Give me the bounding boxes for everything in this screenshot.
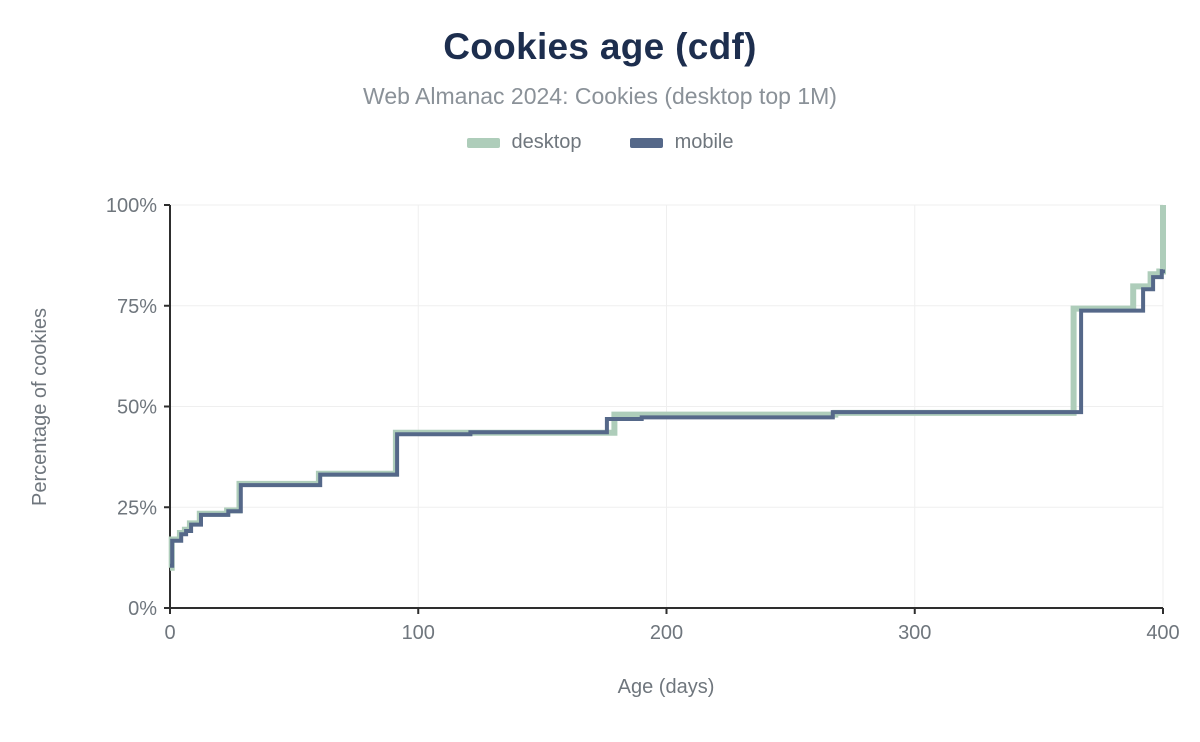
mobile-series-line	[170, 269, 1165, 568]
chart-title: Cookies age (cdf)	[443, 26, 757, 67]
y-tick-label: 0%	[128, 598, 157, 620]
x-axis-title: Age (days)	[618, 676, 715, 698]
y-tick-label: 100%	[106, 195, 157, 217]
y-tick-label: 75%	[117, 296, 157, 318]
legend-label-desktop: desktop	[511, 131, 582, 153]
x-tick-label: 200	[650, 622, 683, 644]
x-tick-label: 0	[164, 622, 175, 644]
legend-item-mobile[interactable]: mobile	[629, 131, 734, 154]
x-tick-label: 400	[1146, 622, 1179, 644]
y-tick-label: 25%	[117, 497, 157, 519]
chart-subtitle: Web Almanac 2024: Cookies (desktop top 1…	[363, 83, 837, 109]
mobile-series-swatch	[629, 137, 663, 148]
x-tick-label: 300	[898, 622, 931, 644]
y-tick-label: 50%	[117, 397, 157, 419]
legend-item-desktop[interactable]: desktop	[466, 131, 582, 154]
desktop-series-swatch	[466, 137, 500, 148]
cdf-chart: Percentage of cookies Age (days) 0% 25% 50…	[29, 195, 1180, 698]
x-tick-label: 100	[402, 622, 435, 644]
legend: desktop mobile	[0, 131, 1200, 154]
y-axis-title: Percentage of cookies	[29, 308, 51, 506]
legend-label-mobile: mobile	[674, 131, 734, 153]
